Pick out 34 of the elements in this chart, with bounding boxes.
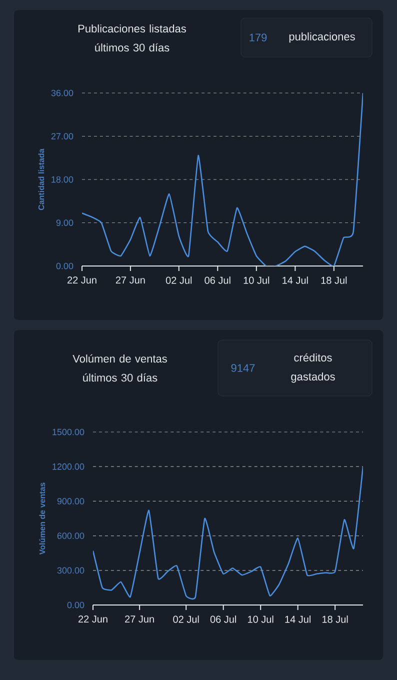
text: créditos gastados: [291, 353, 335, 383]
y-tick-label: 1200.00: [52, 463, 84, 470]
x-tick-label: 18 Jul: [322, 616, 348, 623]
x-tick-label: 06 Jul: [204, 276, 230, 284]
y-tick-label: 18.00: [52, 176, 74, 183]
y-axis-title: Cantidad listada: [38, 148, 44, 210]
y-tick-label: 0.00: [56, 262, 74, 270]
text: 9147: [231, 364, 255, 372]
text: 179: [250, 34, 267, 42]
y-tick-label: 27.00: [51, 133, 74, 140]
y-tick-label: 1500.00: [52, 428, 84, 436]
y-tick-label: 9.00: [56, 220, 74, 226]
y-tick-label: 600.00: [57, 532, 84, 539]
x-tick-label: 27 Jun: [116, 276, 145, 284]
y-tick-label: 0.00: [67, 602, 84, 608]
y-tick-label: 36.00: [51, 90, 74, 96]
line-series: [82, 93, 364, 266]
y-axis-title: Volúmen de ventas: [39, 482, 46, 555]
x-tick-label: 27 Jun: [125, 616, 154, 623]
x-tick-label: 18 Jul: [321, 276, 347, 284]
x-tick-label: 10 Jul: [248, 616, 274, 623]
x-tick-label: 22 Jun: [78, 616, 108, 623]
x-tick-label: 02 Jul: [173, 616, 199, 623]
y-tick-label: 300.00: [57, 567, 84, 574]
chart-title: Publicaciones listadas últimos 30 días: [78, 24, 186, 52]
x-tick-label: 14 Jul: [282, 276, 308, 284]
x-tick-label: 02 Jul: [166, 276, 192, 284]
x-tick-label: 10 Jul: [244, 276, 270, 284]
chart-title: Volúmen de ventas últimos 30 días: [72, 354, 167, 382]
y-tick-label: 900.00: [57, 498, 84, 504]
x-tick-label: 06 Jul: [210, 616, 236, 623]
x-tick-label: 14 Jul: [285, 616, 310, 623]
text: publicaciones: [289, 32, 355, 43]
x-tick-label: 22 Jun: [67, 276, 96, 284]
